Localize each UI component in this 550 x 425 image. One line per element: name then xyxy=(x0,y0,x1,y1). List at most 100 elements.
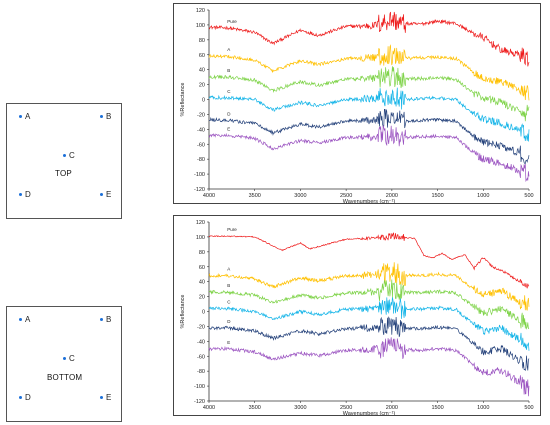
point-e: E xyxy=(100,393,111,402)
y-axis-label: %Reflectance xyxy=(180,295,186,329)
y-tick-label: 20 xyxy=(199,83,205,89)
point-marker xyxy=(63,357,66,361)
y-tick-label: -60 xyxy=(197,354,205,360)
series-label-d: D xyxy=(227,111,231,116)
x-tick-label: 2000 xyxy=(386,193,398,199)
x-tick-label: 500 xyxy=(524,193,533,199)
x-axis-label: Wavenumbers (cm⁻¹) xyxy=(343,199,396,203)
y-tick-label: -40 xyxy=(197,339,205,345)
y-tick-label: 80 xyxy=(199,250,205,256)
series-label-a: A xyxy=(227,267,230,272)
x-tick-label: 4000 xyxy=(203,193,215,199)
y-tick-label: -80 xyxy=(197,157,205,163)
x-tick-label: 3500 xyxy=(249,405,261,411)
panel-label: TOP xyxy=(55,169,72,178)
point-e: E xyxy=(100,190,111,199)
x-tick-label: 3000 xyxy=(294,405,306,411)
series-label-c: C xyxy=(227,300,231,305)
sample-map-bottom: A B C BOTTOM D E xyxy=(6,306,122,422)
series-line-e xyxy=(208,125,530,182)
y-tick-label: 100 xyxy=(196,235,205,241)
point-label: E xyxy=(106,190,112,199)
point-label: D xyxy=(25,393,31,402)
point-marker xyxy=(63,154,66,158)
series-line-pure xyxy=(208,232,530,289)
point-marker xyxy=(19,115,22,119)
point-label: C xyxy=(69,354,75,363)
x-tick-label: 1000 xyxy=(477,193,489,199)
y-tick-label: 0 xyxy=(202,310,205,316)
x-tick-label: 500 xyxy=(524,405,533,411)
point-marker xyxy=(100,115,103,119)
y-tick-label: -20 xyxy=(197,112,205,118)
point-marker xyxy=(19,396,22,400)
point-c: C xyxy=(63,151,75,160)
y-tick-label: 120 xyxy=(196,220,205,226)
point-d: D xyxy=(19,393,31,402)
y-tick-label: 60 xyxy=(199,53,205,59)
y-tick-label: 0 xyxy=(202,98,205,104)
series-label-pure: Pure xyxy=(227,19,237,24)
series-label-b: B xyxy=(227,68,230,73)
series-line-a xyxy=(208,262,530,311)
series-line-c xyxy=(208,297,530,351)
point-marker xyxy=(100,193,103,197)
y-tick-label: 100 xyxy=(196,23,205,29)
series-label-pure: Pure xyxy=(227,227,237,232)
y-tick-label: -20 xyxy=(197,324,205,330)
y-axis-label: %Reflectance xyxy=(180,83,186,117)
series-line-d xyxy=(208,316,530,372)
point-a: A xyxy=(19,315,30,324)
y-tick-label: 40 xyxy=(199,280,205,286)
x-tick-label: 3500 xyxy=(249,193,261,199)
series-label-c: C xyxy=(227,89,231,94)
y-tick-label: 60 xyxy=(199,265,205,271)
series-line-d xyxy=(208,109,530,165)
series-line-pure xyxy=(208,11,530,67)
point-b: B xyxy=(100,112,111,121)
series-line-e xyxy=(208,337,530,397)
series-label-a: A xyxy=(227,47,230,52)
y-tick-label: 40 xyxy=(199,68,205,74)
point-label: C xyxy=(69,151,75,160)
point-c: C xyxy=(63,354,75,363)
point-marker xyxy=(19,193,22,197)
x-tick-label: 1000 xyxy=(477,405,489,411)
series-line-b xyxy=(208,279,530,330)
panel-label: BOTTOM xyxy=(47,373,83,382)
y-tick-label: -60 xyxy=(197,142,205,148)
ftir-chart-bottom: 120 100 80 60 40 20 0 -20 -40 -60 -80 -100 -120 4000 3… xyxy=(173,215,541,416)
x-tick-label: 2500 xyxy=(340,193,352,199)
point-label: B xyxy=(106,112,112,121)
point-marker xyxy=(100,318,103,322)
series-line-a xyxy=(208,44,530,101)
y-tick-label: -40 xyxy=(197,127,205,133)
y-tick-label: -80 xyxy=(197,369,205,375)
point-label: E xyxy=(106,393,112,402)
point-d: D xyxy=(19,190,31,199)
series-label-e: E xyxy=(227,340,230,345)
point-b: B xyxy=(100,315,111,324)
point-label: B xyxy=(106,315,112,324)
point-label: D xyxy=(25,190,31,199)
y-tick-label: -120 xyxy=(194,187,205,193)
x-tick-label: 2500 xyxy=(340,405,352,411)
y-tick-label: 20 xyxy=(199,295,205,301)
point-label: A xyxy=(25,112,31,121)
y-tick-label: -100 xyxy=(194,384,205,390)
series-line-c xyxy=(208,87,530,142)
point-label: A xyxy=(25,315,31,324)
point-a: A xyxy=(19,112,30,121)
y-tick-label: -100 xyxy=(194,172,205,178)
sample-map-top: A B C TOP D E xyxy=(6,103,122,219)
x-tick-label: 1500 xyxy=(431,193,443,199)
y-tick-label: -120 xyxy=(194,399,205,405)
x-tick-label: 4000 xyxy=(203,405,215,411)
x-tick-label: 1500 xyxy=(431,405,443,411)
y-tick-label: 80 xyxy=(199,38,205,44)
point-marker xyxy=(100,396,103,400)
point-marker xyxy=(19,318,22,322)
series-label-e: E xyxy=(227,126,230,131)
